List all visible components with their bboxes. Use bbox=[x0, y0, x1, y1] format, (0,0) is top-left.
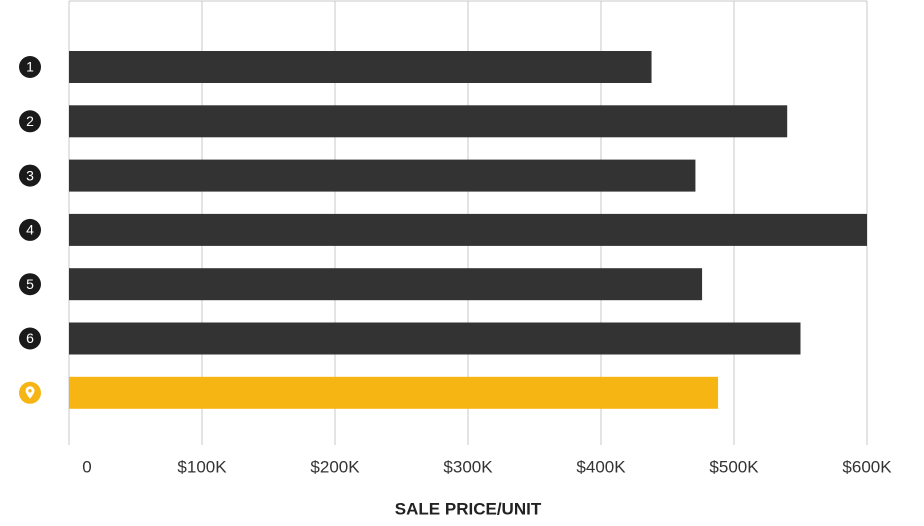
x-tick-label: $500K bbox=[709, 457, 759, 476]
y-tick-label: 4 bbox=[26, 222, 34, 238]
x-tick-label: $600K bbox=[842, 457, 892, 476]
bar bbox=[69, 213, 867, 246]
x-tick-label: $400K bbox=[576, 457, 626, 476]
bar bbox=[69, 51, 652, 83]
bar bbox=[69, 105, 788, 138]
x-tick-label: $300K bbox=[443, 457, 493, 476]
y-tick-label: 6 bbox=[26, 330, 34, 346]
x-tick-label: $200K bbox=[310, 457, 360, 476]
x-tick-label: 0 bbox=[82, 457, 91, 476]
bar bbox=[69, 376, 719, 409]
y-tick-label: 2 bbox=[26, 113, 34, 129]
bar bbox=[69, 268, 703, 301]
x-tick-label: $100K bbox=[177, 457, 227, 476]
category-marker bbox=[19, 164, 41, 187]
location-pin-dot bbox=[28, 389, 32, 393]
category-marker bbox=[19, 218, 41, 241]
location-pin-icon bbox=[25, 386, 35, 399]
y-tick-label: 1 bbox=[26, 59, 34, 75]
category-marker bbox=[19, 273, 41, 296]
x-axis-title: SALE PRICE/UNIT bbox=[395, 499, 542, 518]
y-tick-label: 3 bbox=[26, 167, 34, 183]
y-tick-label: 5 bbox=[26, 276, 34, 292]
bar bbox=[69, 159, 696, 192]
bar bbox=[69, 322, 801, 355]
category-marker bbox=[19, 110, 41, 133]
category-marker bbox=[19, 327, 41, 350]
category-marker bbox=[19, 56, 41, 78]
